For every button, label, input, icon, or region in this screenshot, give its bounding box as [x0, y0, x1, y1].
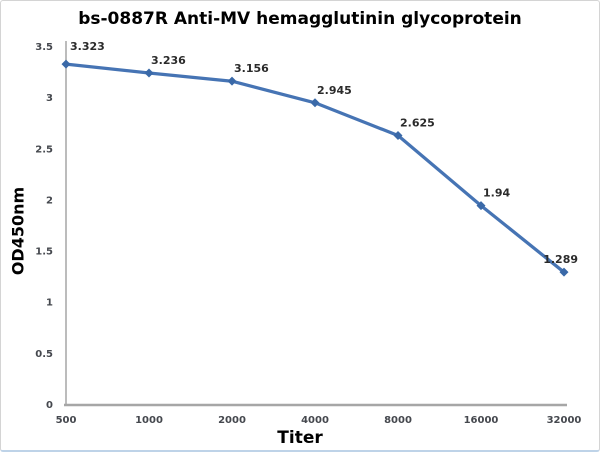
data-point-marker [393, 131, 403, 140]
data-point-label: 3.236 [151, 54, 186, 67]
data-point-marker [61, 59, 71, 69]
data-point-label: 1.94 [483, 187, 510, 200]
data-point-marker [310, 98, 320, 108]
series-line [64, 62, 566, 274]
data-point-marker [144, 68, 154, 78]
y-tick-label: 0 [46, 400, 53, 411]
x-tick-label: 1000 [135, 415, 163, 426]
x-tick-label: 8000 [384, 415, 412, 426]
y-axis-title: OD450nm [8, 186, 28, 276]
x-tick-label: 500 [56, 415, 77, 426]
x-tick-label: 4000 [301, 415, 329, 426]
data-point-label: 1.289 [543, 253, 578, 266]
chart-title: bs-0887R Anti-MV hemagglutinin glycoprot… [78, 9, 522, 29]
y-tick-label: 2.5 [35, 144, 53, 155]
data-point-label: 2.945 [317, 84, 352, 97]
x-tick-label: 32000 [547, 415, 582, 426]
y-tick-label: 3.5 [35, 42, 53, 53]
data-point-marker [227, 76, 237, 86]
x-tick-label: 16000 [464, 415, 499, 426]
data-point-marker [476, 201, 486, 211]
data-point-label: 3.323 [70, 40, 105, 53]
y-tick-label: 3 [46, 93, 53, 104]
x-axis-title: Titer [277, 428, 323, 448]
data-point-label: 2.625 [400, 117, 435, 130]
data-point-marker [559, 267, 569, 277]
y-tick-label: 1 [46, 298, 53, 309]
x-tick-label: 2000 [218, 415, 246, 426]
y-tick-label: 2 [46, 195, 53, 206]
y-tick-label: 1.5 [35, 247, 53, 258]
y-tick-label: 0.5 [35, 349, 53, 360]
data-point-label: 3.156 [234, 62, 269, 75]
